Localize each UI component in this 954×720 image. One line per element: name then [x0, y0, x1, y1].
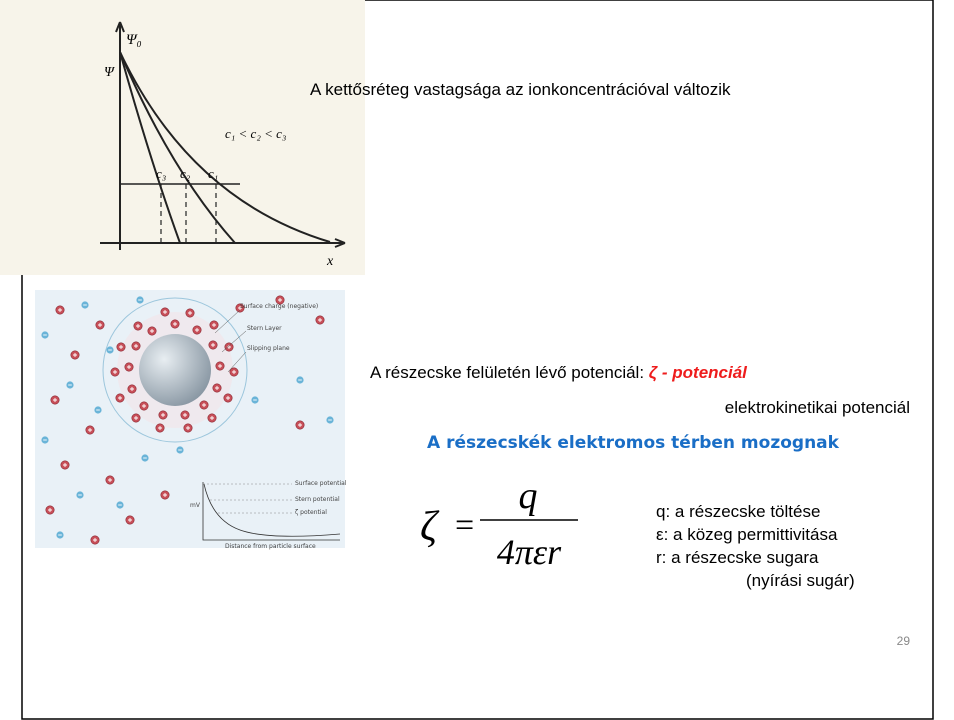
formula-lhs: ζ	[420, 504, 440, 550]
page-number: 29	[897, 634, 911, 648]
legend-item: q: a részecske töltése	[656, 502, 820, 521]
legend-item: (nyírási sugár)	[746, 571, 855, 590]
label: Stern potential	[295, 496, 340, 503]
heading: A kettősréteg vastagsága az ionkoncentrá…	[310, 80, 731, 99]
label: Distance from particle surface	[225, 543, 316, 550]
label: Ψ	[104, 65, 115, 80]
label: c₃	[156, 166, 166, 181]
label: ζ potential	[295, 509, 327, 516]
motion: A részecskék elektromos térben mozognak	[427, 433, 840, 453]
label: Ψ₀	[126, 32, 142, 48]
particle-diagram: Surface charge (negative) Stern Layer Sl…	[35, 290, 347, 550]
label: c₂	[180, 166, 191, 181]
formula-equals: =	[455, 507, 474, 544]
label: Stern Layer	[247, 325, 282, 332]
label: Slipping plane	[247, 345, 290, 352]
label: mV	[190, 502, 201, 509]
formula-denominator: 4πεr	[497, 532, 562, 572]
term: ζ - potenciál	[649, 363, 748, 382]
graph: Ψ₀ Ψ c₁ < c₂ < c₃ c₃ c₂ c₁ x	[0, 0, 365, 275]
label: c₁	[208, 166, 218, 181]
label: x	[326, 254, 334, 269]
label: c₁ < c₂ < c₃	[225, 126, 286, 141]
formula-numerator: q	[519, 475, 538, 517]
label: Surface charge (negative)	[240, 303, 318, 310]
legend-item: r: a részecske sugara	[656, 548, 819, 567]
subtitle: elektrokinetikai potenciál	[725, 398, 910, 417]
legend-item: ε: a közeg permittivitása	[656, 525, 838, 544]
slide: Ψ₀ Ψ c₁ < c₂ < c₃ c₃ c₂ c₁ x A kettősrét…	[0, 0, 954, 720]
zeta-line: A részecske felületén lévő potenciál: ζ …	[370, 363, 748, 382]
formula: ζ = q 4πεr	[420, 475, 578, 572]
text: A részecske felületén lévő potenciál:	[370, 363, 644, 382]
label: Surface potential	[295, 480, 347, 487]
